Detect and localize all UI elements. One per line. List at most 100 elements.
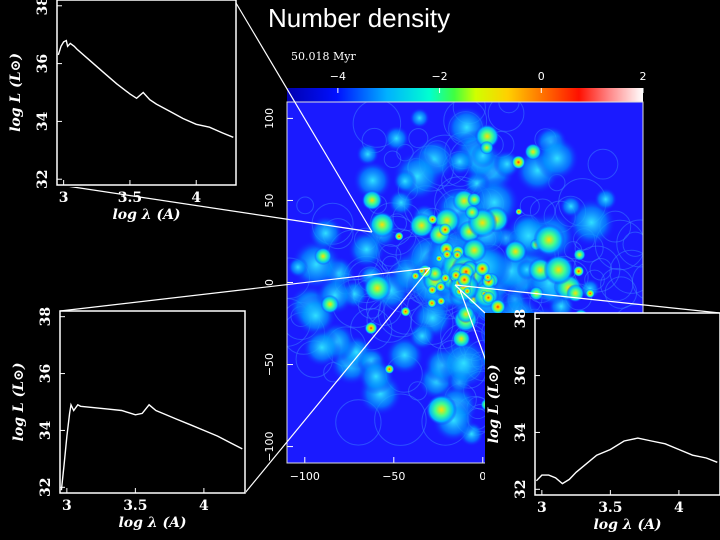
cool-gas <box>408 322 436 350</box>
warm-gas <box>503 239 528 263</box>
bubble-shell <box>487 102 525 132</box>
time-label: 50.018 Myr <box>291 50 356 63</box>
map-y-tick-label: −100 <box>263 431 276 461</box>
cool-gas <box>393 169 417 193</box>
dense-clump <box>384 364 395 374</box>
bubble-shell <box>631 263 643 299</box>
dense-clump <box>411 271 420 281</box>
dense-clump <box>511 155 526 170</box>
bubble-shell <box>352 102 402 148</box>
warm-gas <box>452 329 471 349</box>
warm-gas <box>314 247 332 266</box>
inset-y-tick-label: 36 <box>35 54 51 73</box>
bubble-shell <box>609 249 643 294</box>
spectrum-line <box>57 39 234 138</box>
map-frame <box>286 101 644 464</box>
warm-gas <box>475 124 500 149</box>
inset-x-tick-label: 4 <box>199 498 209 514</box>
connector-line <box>454 284 720 314</box>
warm-gas <box>573 248 586 261</box>
warm-gas <box>543 254 574 285</box>
inset-x-tick-label: 3.5 <box>123 498 147 514</box>
inset-y-tick-label: 32 <box>35 169 51 188</box>
dense-clump <box>435 281 446 292</box>
inset-x-tick-label: 3.5 <box>118 190 142 206</box>
inset-y-label: log L (L⊙) <box>486 365 502 444</box>
dense-clump <box>474 261 490 277</box>
inset-y-label: log L (L⊙) <box>8 53 24 132</box>
inset-x-tick-label: 3.5 <box>598 500 622 516</box>
map-x-tick-label: −50 <box>382 470 405 483</box>
inset-x-tick-label: 4 <box>191 190 201 206</box>
colorbar-tick-label: −2 <box>431 70 447 83</box>
spectrum-bottom-left: 3 3.5 4 32 34 36 38 log λ (A) log L (L⊙) <box>0 307 246 540</box>
inset-x-label: log λ (A) <box>112 207 180 223</box>
inset-y-tick-label: 38 <box>513 309 529 328</box>
bubble-shell <box>296 196 314 215</box>
spectrum-top-left: 3 3.5 4 32 34 36 38 log λ (A) log L (L⊙) <box>0 0 237 223</box>
dense-clump <box>442 249 452 260</box>
colorbar <box>287 88 643 102</box>
bubble-shell <box>335 399 382 446</box>
warm-gas <box>479 140 494 155</box>
dense-clump <box>463 287 472 296</box>
warm-gas <box>467 192 482 207</box>
warm-gas <box>533 223 565 256</box>
inset-frame <box>56 0 237 186</box>
dense-clump <box>435 254 443 263</box>
inset-y-label: log L (L⊙) <box>11 363 27 442</box>
connector-line <box>59 267 431 312</box>
inset-background <box>0 311 246 540</box>
map-x-tick-label: 0 <box>479 470 486 483</box>
cool-gas <box>353 160 393 201</box>
connector-line <box>235 2 373 233</box>
map-x-tick-label: −100 <box>290 470 320 483</box>
cool-gas <box>437 337 490 389</box>
warm-gas <box>361 189 383 211</box>
cool-gas <box>302 328 342 367</box>
connector-line <box>59 184 373 233</box>
inset-y-tick-label: 34 <box>513 422 529 442</box>
inset-y-tick-label: 32 <box>38 478 54 497</box>
inset-x-label: log λ (A) <box>593 517 661 533</box>
colorbar-ticks: −4 −2 0 2 <box>330 70 647 93</box>
colorbar-tick-label: −4 <box>330 70 346 83</box>
connector-line <box>454 284 486 314</box>
spectrum-bottom-right: 3 3.5 4 32 34 36 38 log λ (A) log L (L⊙) <box>485 309 720 540</box>
dense-clump <box>573 265 585 277</box>
dense-clump <box>436 296 446 306</box>
dense-clump <box>427 214 438 225</box>
map-y-tick-label: 50 <box>263 193 276 207</box>
bubble-shell <box>616 219 643 268</box>
spectrum-line <box>60 402 243 491</box>
cool-gas <box>559 195 583 218</box>
inset-y-tick-label: 36 <box>513 366 529 385</box>
map-y-tick-label: −50 <box>263 353 276 376</box>
inset-x-tick-label: 3 <box>59 190 69 206</box>
dense-clump <box>457 272 472 288</box>
inset-x-label: log λ (A) <box>118 515 186 531</box>
inset-y-tick-label: 32 <box>513 480 529 499</box>
dense-clump <box>394 231 404 241</box>
inset-x-tick-label: 3 <box>62 498 72 514</box>
map-y-tick-label: 0 <box>263 279 276 286</box>
inset-background <box>485 313 720 540</box>
connector-line <box>244 267 431 494</box>
dense-clump <box>440 273 451 283</box>
cool-gas <box>535 136 580 181</box>
dense-clump <box>438 223 452 237</box>
warm-gas <box>425 394 457 426</box>
cool-gas <box>594 187 618 211</box>
dense-clump <box>427 298 437 308</box>
inset-y-tick-label: 38 <box>35 0 51 16</box>
bubble-shell <box>498 102 520 114</box>
cool-gas <box>308 215 344 251</box>
dense-clump <box>364 321 378 335</box>
warm-gas <box>363 274 392 303</box>
bubble-shell <box>589 257 613 281</box>
warm-gas <box>464 204 480 220</box>
inset-y-tick-label: 34 <box>35 111 51 131</box>
